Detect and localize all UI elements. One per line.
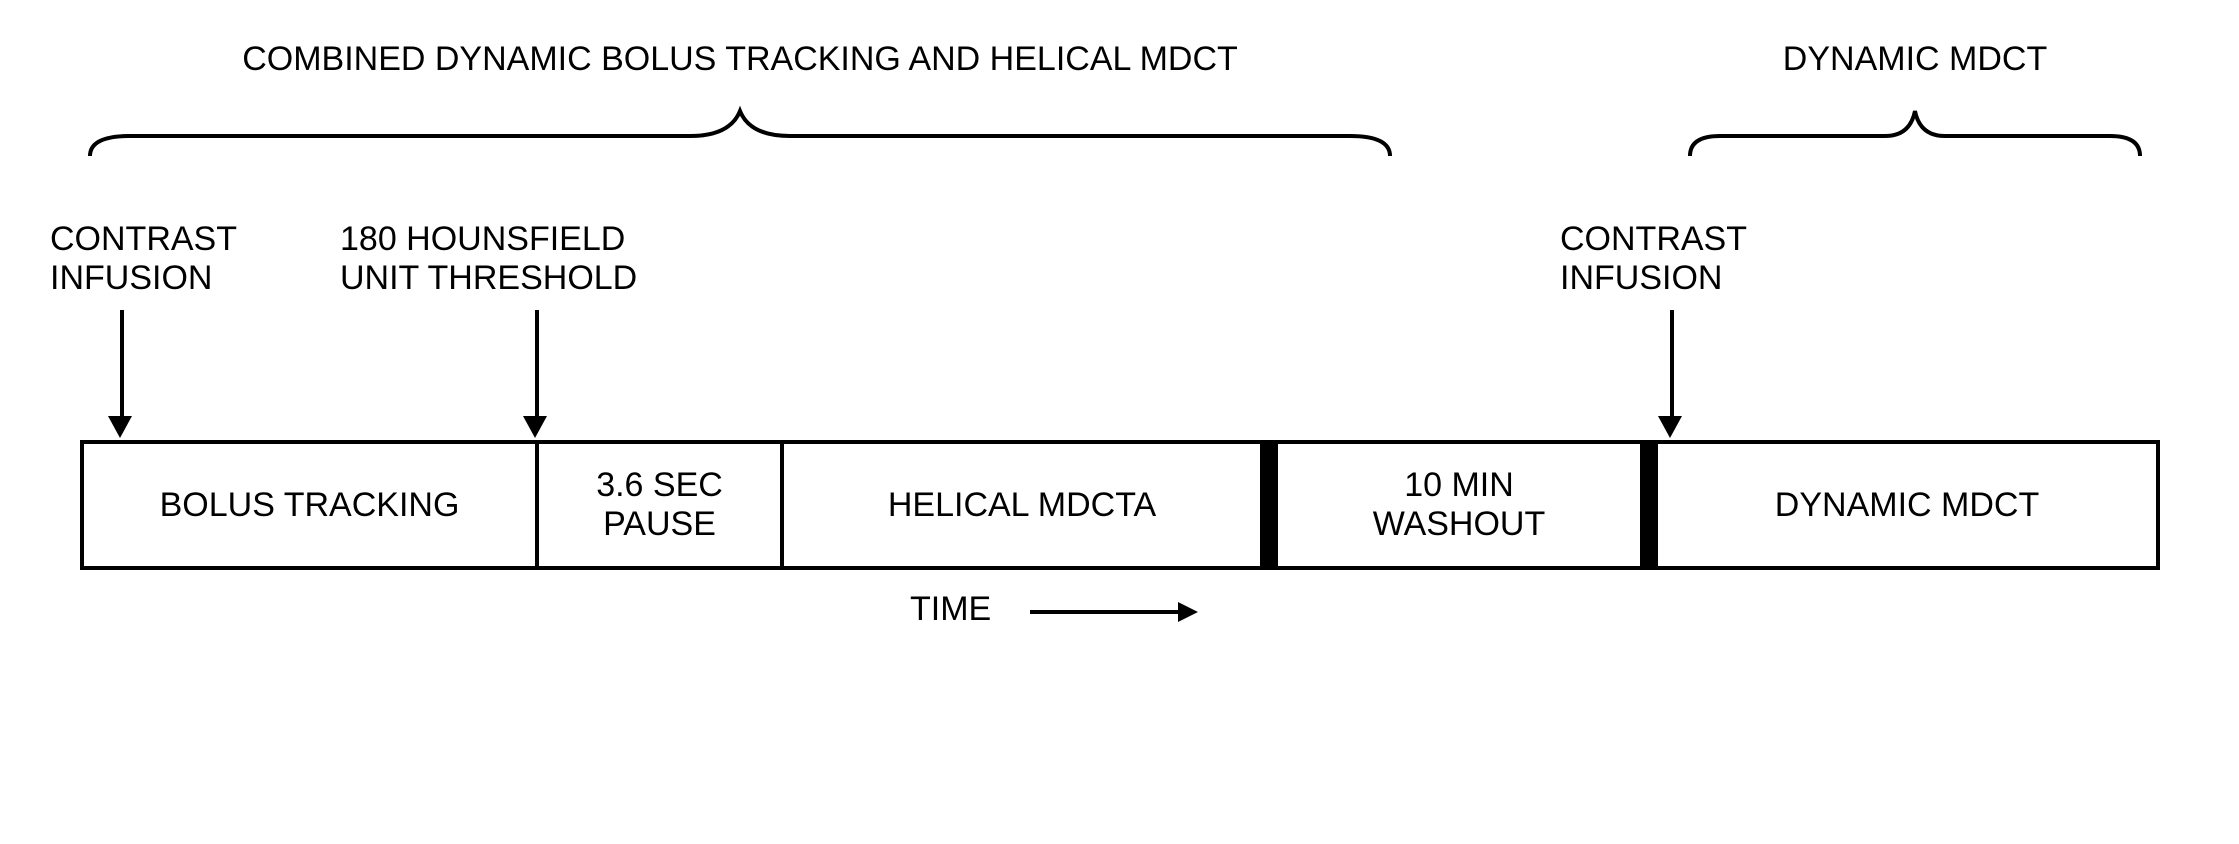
- brace-row: COMBINED DYNAMIC BOLUS TRACKING AND HELI…: [80, 90, 2160, 140]
- segment-washout-label: 10 MIN WASHOUT: [1373, 466, 1546, 544]
- thick-divider: [1264, 444, 1278, 566]
- segment-helical-label: HELICAL MDCTA: [888, 486, 1156, 525]
- brace-right-label: DYNAMIC MDCT: [1680, 40, 2150, 79]
- segment-dynamic: DYNAMIC MDCT: [1658, 444, 2156, 566]
- timeline-row: BOLUS TRACKING 3.6 SEC PAUSE HELICAL MDC…: [80, 440, 2160, 570]
- arrow-down-icon: [1658, 416, 1682, 438]
- timeline-diagram: COMBINED DYNAMIC BOLUS TRACKING AND HELI…: [80, 90, 2160, 650]
- callouts-row: CONTRAST INFUSION 180 HOUNSFIELD UNIT TH…: [80, 220, 2160, 440]
- segment-bolus-label: BOLUS TRACKING: [160, 486, 460, 525]
- callout-threshold-label: 180 HOUNSFIELD UNIT THRESHOLD: [340, 220, 637, 298]
- arrow-line-icon: [1670, 310, 1674, 420]
- arrow-line-icon: [535, 310, 539, 420]
- arrow-right-icon: [1178, 602, 1198, 622]
- brace-right: [1680, 96, 2150, 166]
- arrow-right-line-icon: [1030, 610, 1180, 614]
- brace-left-label: COMBINED DYNAMIC BOLUS TRACKING AND HELI…: [80, 40, 1400, 79]
- segment-dynamic-label: DYNAMIC MDCT: [1775, 486, 2039, 525]
- segment-bolus: BOLUS TRACKING: [84, 444, 539, 566]
- time-axis: TIME: [80, 590, 2160, 650]
- segment-washout: 10 MIN WASHOUT: [1278, 444, 1644, 566]
- segment-helical: HELICAL MDCTA: [784, 444, 1264, 566]
- callout-contrast1-label: CONTRAST INFUSION: [50, 220, 237, 298]
- callout-contrast2-label: CONTRAST INFUSION: [1560, 220, 1747, 298]
- thick-divider: [1644, 444, 1658, 566]
- time-axis-label: TIME: [910, 590, 991, 629]
- arrow-line-icon: [120, 310, 124, 420]
- segment-pause: 3.6 SEC PAUSE: [539, 444, 784, 566]
- segment-pause-label: 3.6 SEC PAUSE: [596, 466, 723, 544]
- arrow-down-icon: [108, 416, 132, 438]
- arrow-down-icon: [523, 416, 547, 438]
- brace-left: [80, 96, 1400, 166]
